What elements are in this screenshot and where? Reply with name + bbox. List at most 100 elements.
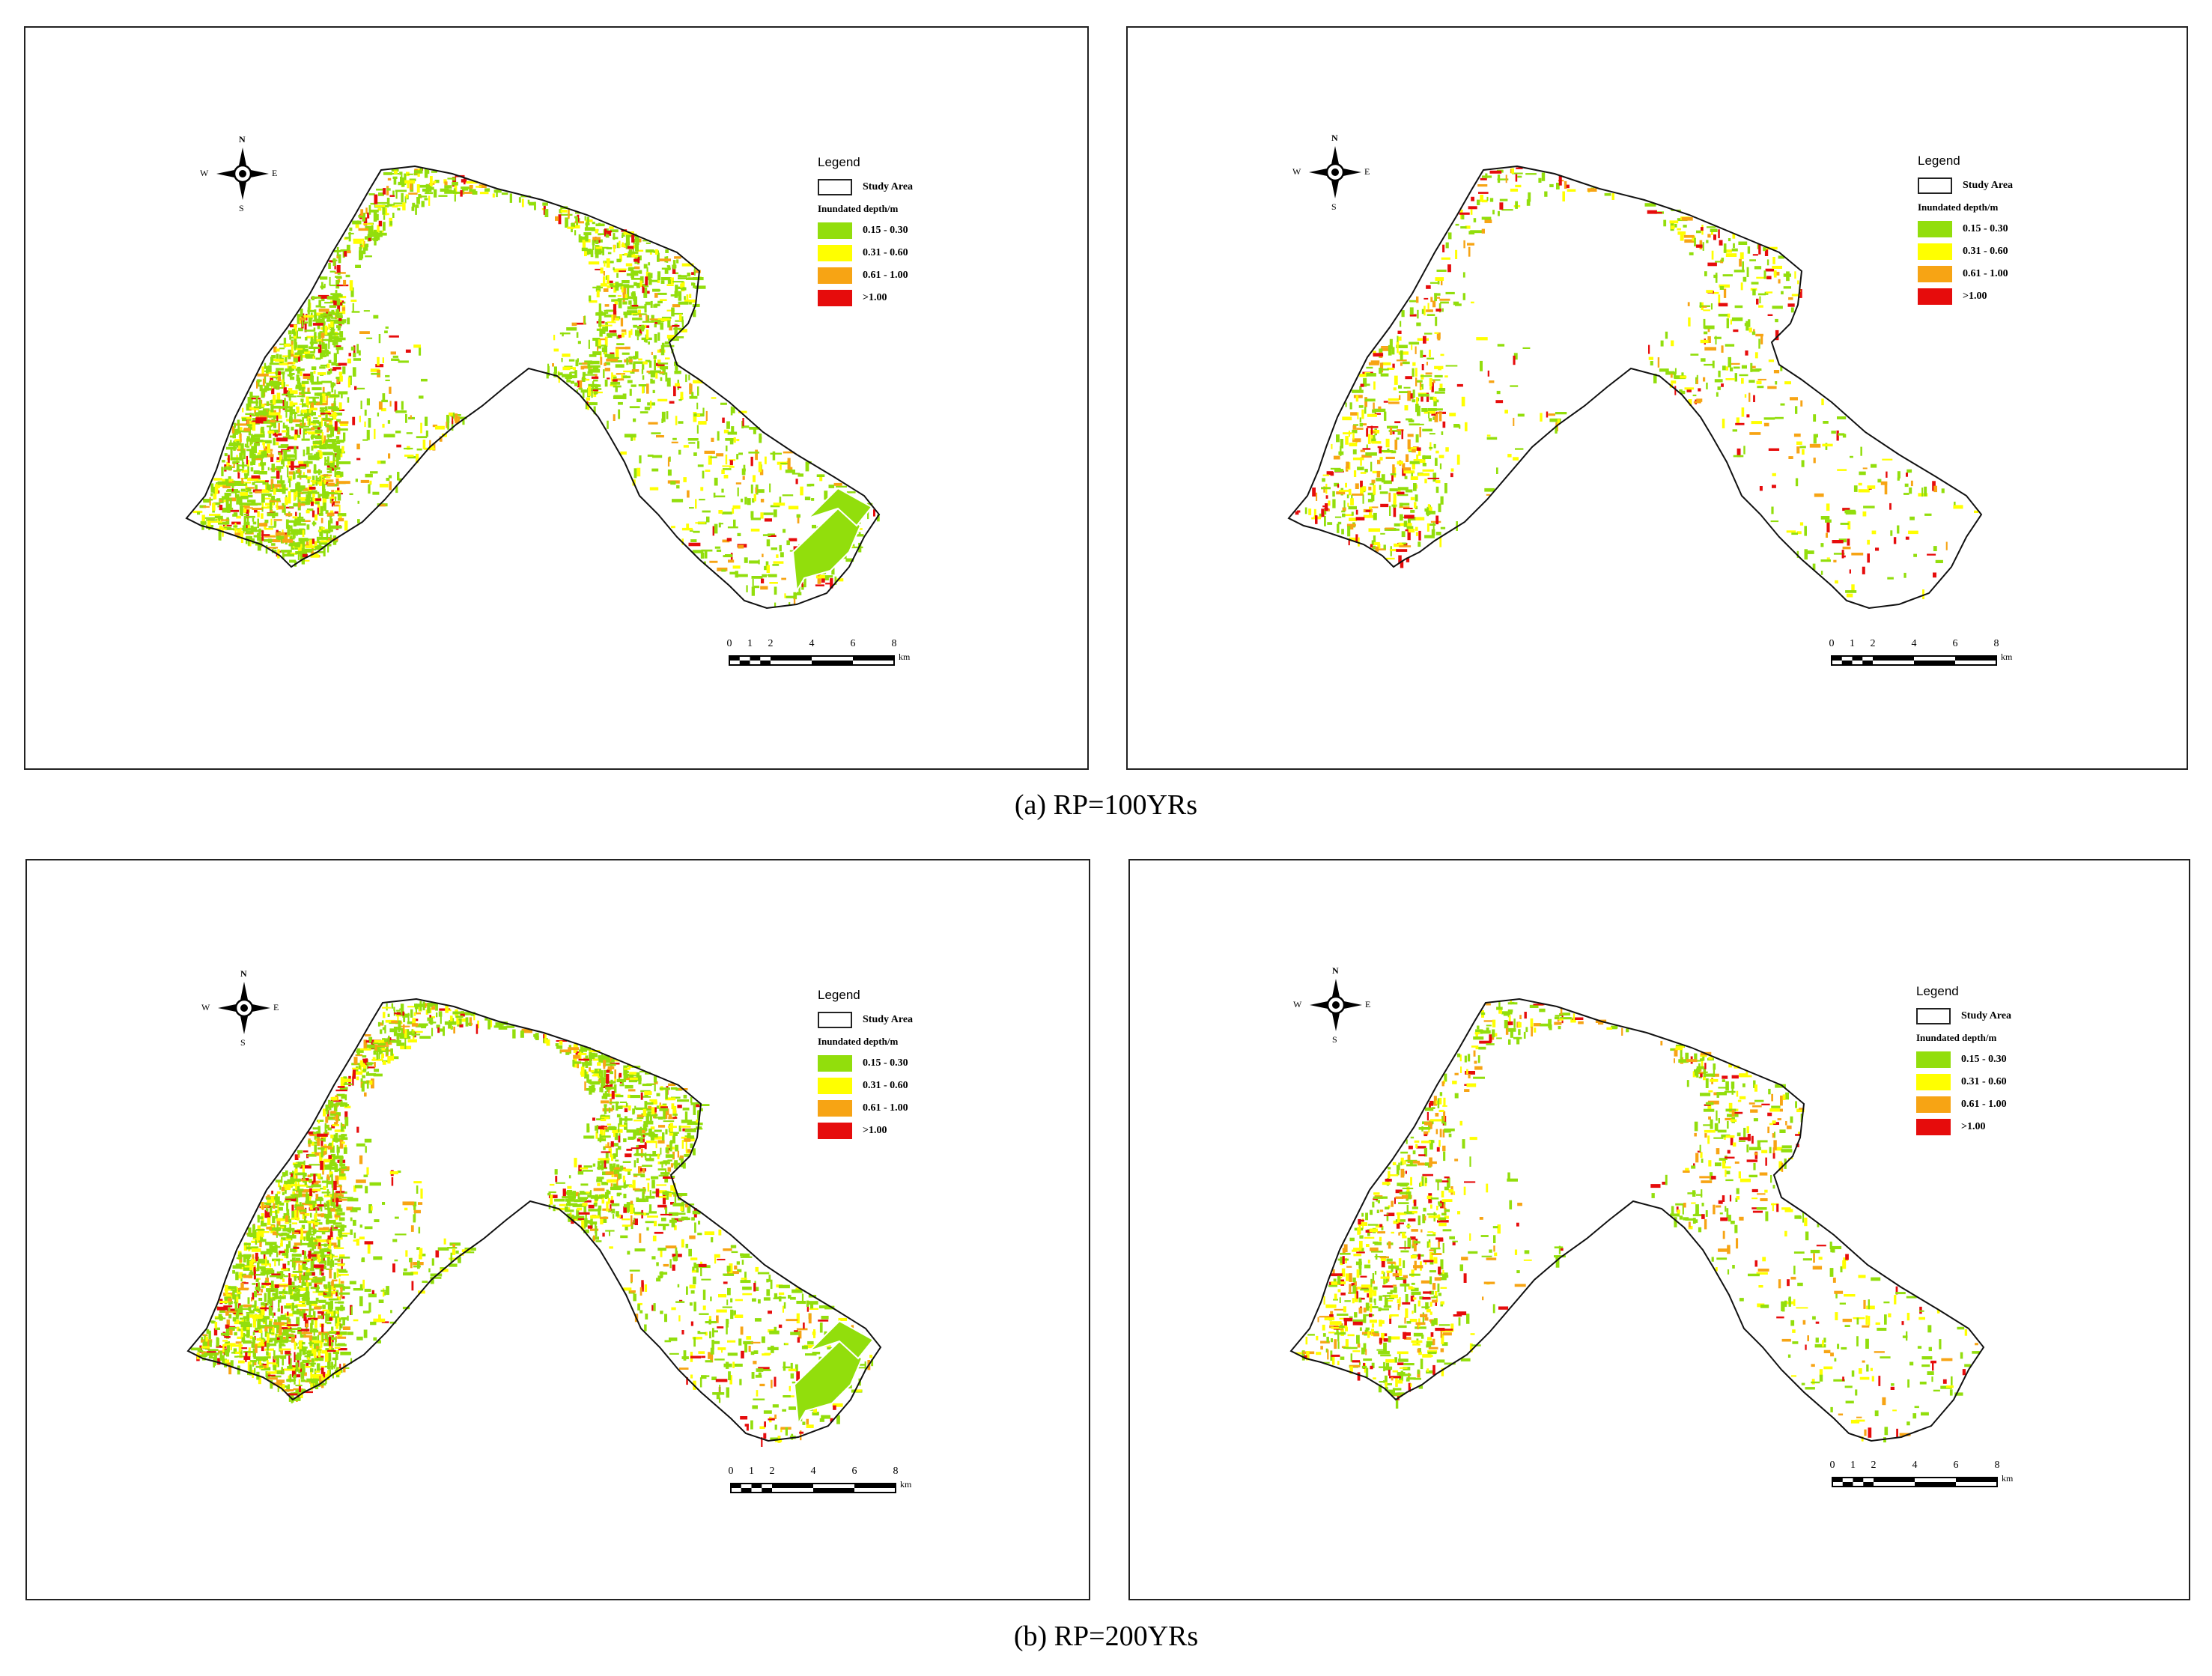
depth-cell <box>282 553 295 557</box>
depth-cell <box>1397 330 1402 334</box>
depth-cell <box>377 201 388 204</box>
depth-cell <box>255 1274 266 1276</box>
depth-cell <box>321 316 325 326</box>
depth-cell <box>1704 347 1716 351</box>
depth-cell <box>421 201 425 207</box>
depth-cell <box>301 1332 312 1335</box>
depth-cell <box>693 530 700 533</box>
depth-cell <box>315 501 320 505</box>
depth-cell <box>278 1259 280 1266</box>
depth-cell <box>588 261 600 265</box>
depth-cell <box>1702 306 1707 308</box>
depth-cell <box>681 263 694 267</box>
depth-cell <box>314 464 317 474</box>
depth-cell <box>285 407 288 418</box>
depth-cell <box>289 529 295 532</box>
depth-cell <box>484 1018 488 1021</box>
depth-cell <box>615 364 625 368</box>
depth-cell <box>1397 335 1399 342</box>
depth-cell <box>1734 373 1737 382</box>
scale-tick-label: 8 <box>891 638 897 649</box>
depth-cell <box>299 318 307 321</box>
depth-cell <box>651 1179 655 1188</box>
depth-cell <box>1752 254 1758 256</box>
depth-cell <box>348 353 351 356</box>
depth-cell <box>392 190 395 197</box>
depth-cell <box>1890 530 1893 536</box>
depth-cell <box>1867 485 1876 489</box>
depth-cell <box>328 369 337 371</box>
depth-cell <box>657 1168 666 1171</box>
depth-cell <box>282 425 288 429</box>
depth-cell <box>836 485 847 488</box>
depth-cell <box>302 1165 305 1174</box>
depth-cell <box>501 192 508 195</box>
depth-cell <box>1348 538 1350 546</box>
depth-cell <box>335 1358 337 1367</box>
depth-cell <box>234 1294 237 1303</box>
depth-cell <box>672 437 677 440</box>
depth-cell <box>588 386 592 396</box>
depth-cell <box>727 526 738 529</box>
depth-cell <box>345 274 350 278</box>
depth-cell <box>329 305 337 308</box>
depth-cell <box>1389 427 1393 435</box>
depth-cell <box>686 277 696 280</box>
depth-cell <box>873 509 875 517</box>
depth-cell <box>796 592 802 595</box>
depth-cell <box>217 505 221 508</box>
depth-cell <box>286 426 290 436</box>
depth-cell <box>1489 380 1495 383</box>
depth-cell <box>323 1248 329 1250</box>
depth-cell <box>328 520 331 530</box>
depth-cell <box>568 359 575 362</box>
depth-cell <box>1360 487 1364 495</box>
depth-cell <box>1924 486 1927 497</box>
depth-cell <box>327 538 338 541</box>
depth-cell <box>302 529 305 538</box>
depth-cell <box>585 1060 589 1068</box>
depth-cell <box>324 459 329 462</box>
depth-cell <box>697 1233 702 1236</box>
depth-cell <box>1886 471 1888 478</box>
depth-cell <box>272 538 281 543</box>
depth-cell <box>407 1021 413 1024</box>
depth-cell <box>727 1340 736 1343</box>
depth-cell <box>279 406 281 413</box>
depth-cell <box>1674 386 1677 395</box>
depth-cell <box>592 243 595 250</box>
depth-cell <box>566 327 577 331</box>
depth-cell <box>1435 486 1439 494</box>
depth-cell <box>639 255 642 261</box>
depth-cell <box>252 455 256 465</box>
depth-cell <box>819 1418 824 1422</box>
depth-cell <box>337 303 341 312</box>
depth-cell <box>723 1248 732 1251</box>
depth-cell <box>705 470 711 472</box>
depth-cell <box>1406 526 1414 529</box>
depth-cell <box>595 268 601 270</box>
depth-cell <box>466 180 478 184</box>
depth-cell <box>689 383 692 389</box>
depth-cell <box>1484 488 1495 492</box>
depth-cell <box>590 249 594 258</box>
depth-cell <box>373 315 379 319</box>
depth-cell <box>279 451 282 461</box>
depth-cell <box>1804 549 1808 560</box>
depth-cell <box>597 1161 601 1171</box>
depth-cell <box>318 315 320 323</box>
depth-cell <box>657 320 661 325</box>
depth-cell <box>241 416 252 419</box>
depth-cell <box>1695 244 1703 248</box>
depth-cell <box>320 364 327 367</box>
depth-cell <box>815 574 825 579</box>
depth-cell <box>1434 332 1438 334</box>
depth-cell <box>284 532 289 535</box>
depth-cell <box>640 1090 651 1093</box>
depth-cell <box>1426 309 1433 312</box>
depth-cell <box>607 285 611 288</box>
depth-cell <box>1427 477 1440 479</box>
depth-cell <box>568 210 570 219</box>
depth-cell <box>1763 417 1775 420</box>
